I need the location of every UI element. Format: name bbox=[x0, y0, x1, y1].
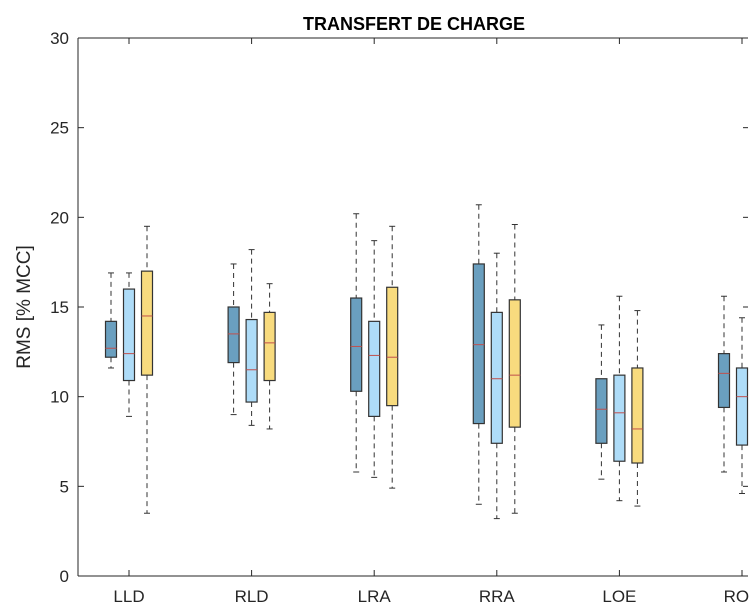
x-tick-label: RRA bbox=[479, 587, 516, 606]
x-tick-label: LRA bbox=[358, 587, 392, 606]
box bbox=[595, 378, 608, 444]
box bbox=[227, 306, 240, 364]
box bbox=[735, 367, 749, 446]
box bbox=[368, 320, 381, 417]
y-tick-label: 30 bbox=[50, 29, 69, 48]
box bbox=[613, 374, 626, 462]
box bbox=[140, 270, 154, 376]
x-tick-label: LLD bbox=[113, 587, 144, 606]
x-tick-label: RLD bbox=[235, 587, 269, 606]
box bbox=[263, 311, 276, 382]
box bbox=[508, 299, 521, 428]
y-tick-label: 20 bbox=[50, 208, 69, 227]
y-tick-label: 25 bbox=[50, 119, 69, 138]
box bbox=[245, 318, 258, 403]
box bbox=[386, 286, 399, 407]
y-axis-label: RMS [% MCC] bbox=[14, 245, 35, 369]
box bbox=[631, 367, 644, 464]
box bbox=[104, 320, 118, 358]
y-tick-label: 5 bbox=[60, 477, 69, 496]
box bbox=[122, 288, 136, 382]
x-tick-label: LOE bbox=[602, 587, 636, 606]
chart-title: TRANSFERT DE CHARGE bbox=[303, 14, 525, 34]
box bbox=[490, 311, 503, 444]
box bbox=[350, 297, 363, 392]
x-tick-label: ROE bbox=[724, 587, 750, 606]
box bbox=[717, 353, 731, 409]
box bbox=[472, 263, 485, 425]
y-tick-label: 15 bbox=[50, 298, 69, 317]
y-tick-label: 0 bbox=[60, 567, 69, 586]
plot-area: 0 5 10 15 20 25 30 LLD RLD LRA RRA LOE ROE bbox=[50, 29, 750, 606]
y-tick-label: 10 bbox=[50, 388, 69, 407]
